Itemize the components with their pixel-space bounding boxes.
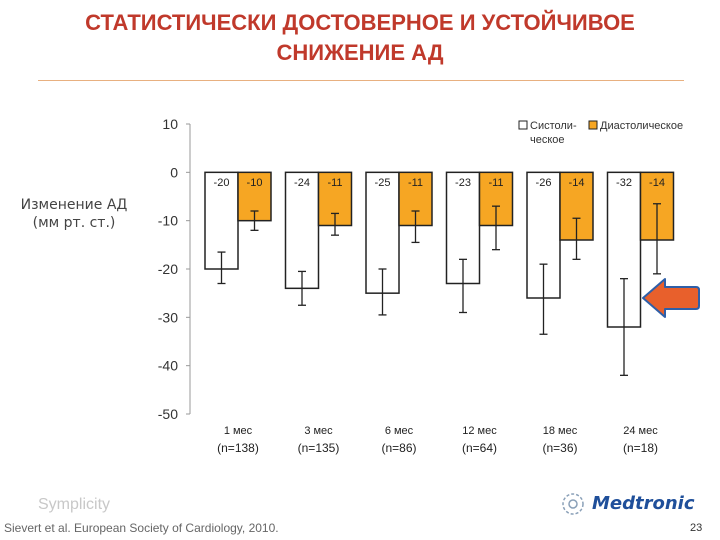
bar-systolic [365, 171, 400, 294]
y-tick-label: -50 [158, 406, 178, 422]
legend-label-systolic-1: Систоли- [530, 120, 577, 132]
x-category-label: 1 мес [224, 425, 253, 437]
y-axis-label-line-1: Изменение АД [20, 197, 128, 213]
data-label-diastolic: -14 [569, 177, 585, 189]
y-tick-label: -20 [158, 261, 178, 277]
brand-name: Symplicity [38, 496, 111, 513]
page-title: СТАТИСТИЧЕСКИ ДОСТОВЕРНОЕ И УСТОЙЧИВОЕ С… [0, 8, 720, 68]
title-line-2: СНИЖЕНИЕ АД [276, 40, 444, 65]
y-tick-label: -30 [158, 309, 178, 325]
x-category-label: 6 мес [385, 425, 414, 437]
title-divider [38, 80, 684, 81]
y-axis-label: Изменение АД (мм рт. ст.) [14, 196, 134, 232]
logo-text: Medtronic [592, 493, 695, 514]
y-tick-label: 10 [162, 116, 178, 132]
y-tick-label: -10 [158, 213, 178, 229]
data-label-systolic: -32 [616, 177, 632, 189]
data-label-diastolic: -11 [488, 177, 503, 189]
highlight-arrow-icon [642, 278, 700, 318]
x-category-label: 24 мес [623, 425, 658, 437]
data-label-diastolic: -11 [408, 177, 423, 189]
data-label-diastolic: -14 [649, 177, 665, 189]
data-label-systolic: -20 [214, 177, 230, 189]
x-category-label: 12 мес [462, 425, 497, 437]
legend-label-systolic-2: ческое [530, 134, 565, 146]
logo-icon [562, 493, 584, 515]
data-label-systolic: -24 [294, 177, 310, 189]
x-n-label: (n=138) [217, 441, 259, 455]
y-tick-label: -40 [158, 358, 178, 374]
page-number: 23 [690, 522, 703, 534]
x-n-label: (n=36) [542, 441, 577, 455]
y-axis-label-line-2: (мм рт. ст.) [32, 215, 116, 231]
data-label-systolic: -23 [455, 177, 471, 189]
data-label-systolic: -25 [375, 177, 391, 189]
x-category-label: 3 мес [304, 425, 333, 437]
x-n-label: (n=18) [623, 441, 658, 455]
x-n-label: (n=135) [298, 441, 340, 455]
legend-label-diastolic: Диастолическое [600, 120, 683, 132]
y-tick-label: 0 [170, 164, 178, 180]
x-category-label: 18 мес [543, 425, 578, 437]
data-label-diastolic: -10 [247, 177, 263, 189]
data-label-diastolic: -11 [327, 177, 342, 189]
x-n-label: (n=86) [381, 441, 416, 455]
x-n-label: (n=64) [462, 441, 497, 455]
legend-swatch-systolic [518, 120, 528, 130]
title-line-1: СТАТИСТИЧЕСКИ ДОСТОВЕРНОЕ И УСТОЙЧИВОЕ [85, 10, 635, 35]
legend-swatch-diastolic [588, 120, 598, 130]
data-label-systolic: -26 [536, 177, 552, 189]
company-logo: Medtronic [560, 491, 710, 517]
citation: Sievert et al. European Society of Cardi… [4, 521, 279, 535]
